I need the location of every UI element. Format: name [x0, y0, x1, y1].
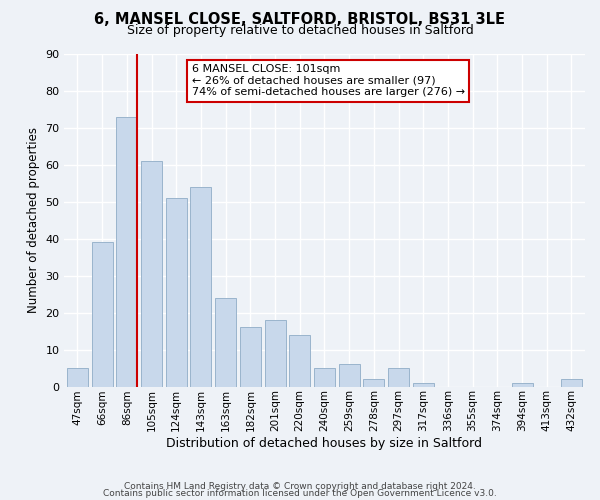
Text: 6, MANSEL CLOSE, SALTFORD, BRISTOL, BS31 3LE: 6, MANSEL CLOSE, SALTFORD, BRISTOL, BS31…	[95, 12, 505, 28]
Bar	[338, 364, 359, 386]
Bar	[92, 242, 113, 386]
Text: Contains public sector information licensed under the Open Government Licence v3: Contains public sector information licen…	[103, 490, 497, 498]
Bar	[240, 328, 261, 386]
Bar	[413, 383, 434, 386]
Bar	[265, 320, 286, 386]
Bar	[141, 161, 162, 386]
Bar	[364, 379, 385, 386]
Bar	[512, 383, 533, 386]
Bar	[314, 368, 335, 386]
X-axis label: Distribution of detached houses by size in Saltford: Distribution of detached houses by size …	[166, 437, 482, 450]
Bar	[215, 298, 236, 386]
Text: Size of property relative to detached houses in Saltford: Size of property relative to detached ho…	[127, 24, 473, 37]
Y-axis label: Number of detached properties: Number of detached properties	[27, 128, 40, 314]
Bar	[116, 117, 137, 386]
Bar	[289, 335, 310, 386]
Bar	[190, 187, 211, 386]
Bar	[388, 368, 409, 386]
Bar	[67, 368, 88, 386]
Text: 6 MANSEL CLOSE: 101sqm
← 26% of detached houses are smaller (97)
74% of semi-det: 6 MANSEL CLOSE: 101sqm ← 26% of detached…	[191, 64, 464, 97]
Bar	[166, 198, 187, 386]
Text: Contains HM Land Registry data © Crown copyright and database right 2024.: Contains HM Land Registry data © Crown c…	[124, 482, 476, 491]
Bar	[561, 379, 582, 386]
